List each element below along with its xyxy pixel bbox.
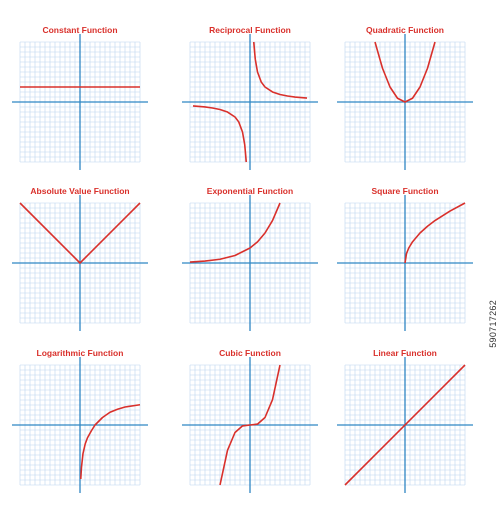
chart-panel: Cubic Function: [180, 345, 320, 505]
chart-title: Linear Function: [373, 348, 437, 358]
chart-title: Exponential Function: [206, 186, 294, 196]
axes: [12, 34, 148, 170]
stock-watermark: 590717262: [488, 300, 498, 348]
chart-panel: Quadratic Function: [335, 22, 475, 182]
chart-panel: Exponential Function: [180, 183, 320, 343]
chart-svg: [182, 357, 318, 493]
chart-panel: Constant Function: [10, 22, 150, 182]
chart-svg: [12, 34, 148, 170]
series-line: [404, 202, 466, 264]
chart-title: Reciprocal Function: [209, 25, 291, 35]
chart-title: Logarithmic Function: [36, 348, 124, 358]
chart-title: Cubic Function: [219, 348, 281, 358]
chart-title: Quadratic Function: [366, 25, 444, 35]
axes: [12, 357, 148, 493]
chart-title: Square Function: [371, 186, 439, 196]
chart-panel: Linear Function: [335, 345, 475, 505]
series-line: [19, 202, 141, 264]
chart-title: Constant Function: [42, 25, 118, 35]
series-line: [79, 403, 141, 480]
chart-panel: Logarithmic Function: [10, 345, 150, 505]
chart-svg: [12, 357, 148, 493]
series-line: [219, 364, 281, 486]
chart-panel: Absolute Value Function: [10, 183, 150, 343]
chart-svg: [182, 34, 318, 170]
axes: [182, 34, 318, 170]
chart-svg: [12, 195, 148, 331]
series-line: [192, 105, 248, 163]
chart-svg: [182, 195, 318, 331]
chart-panel: Square Function: [335, 183, 475, 343]
series-line: [189, 202, 281, 263]
chart-svg: [337, 357, 473, 493]
axes: [182, 195, 318, 331]
chart-svg: [337, 195, 473, 331]
chart-panel: Reciprocal Function: [180, 22, 320, 182]
series-line: [344, 364, 466, 486]
chart-svg: [337, 34, 473, 170]
series-line: [252, 41, 308, 99]
chart-title: Absolute Value Function: [30, 186, 130, 196]
series-line: [374, 41, 436, 103]
